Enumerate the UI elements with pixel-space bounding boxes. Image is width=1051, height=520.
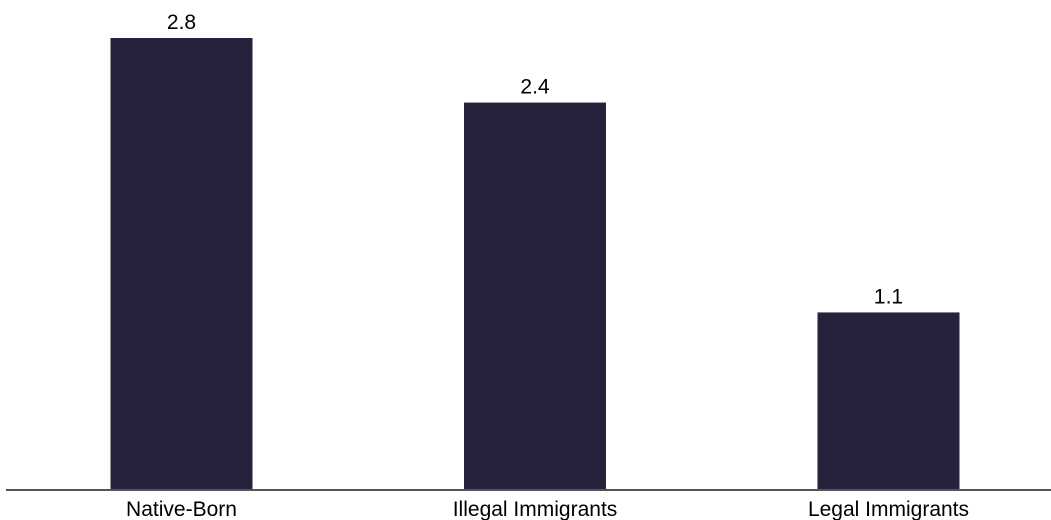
bars-group xyxy=(110,38,960,491)
value-labels-group: 2.8 2.4 1.1 xyxy=(167,11,903,308)
bar-value-label: 2.4 xyxy=(520,76,550,99)
category-label: Illegal Immigrants xyxy=(453,498,618,520)
category-label: Legal Immigrants xyxy=(808,498,969,520)
bar-illegal-immigrants xyxy=(464,102,606,491)
bar-value-label: 2.8 xyxy=(167,11,196,34)
bar-native-born xyxy=(110,38,253,490)
bar-value-label: 1.1 xyxy=(874,285,903,308)
category-labels-group: Native-Born Illegal Immigrants Legal Immig… xyxy=(126,498,969,520)
category-label: Native-Born xyxy=(126,498,237,520)
bar-legal-immigrants xyxy=(817,312,960,490)
